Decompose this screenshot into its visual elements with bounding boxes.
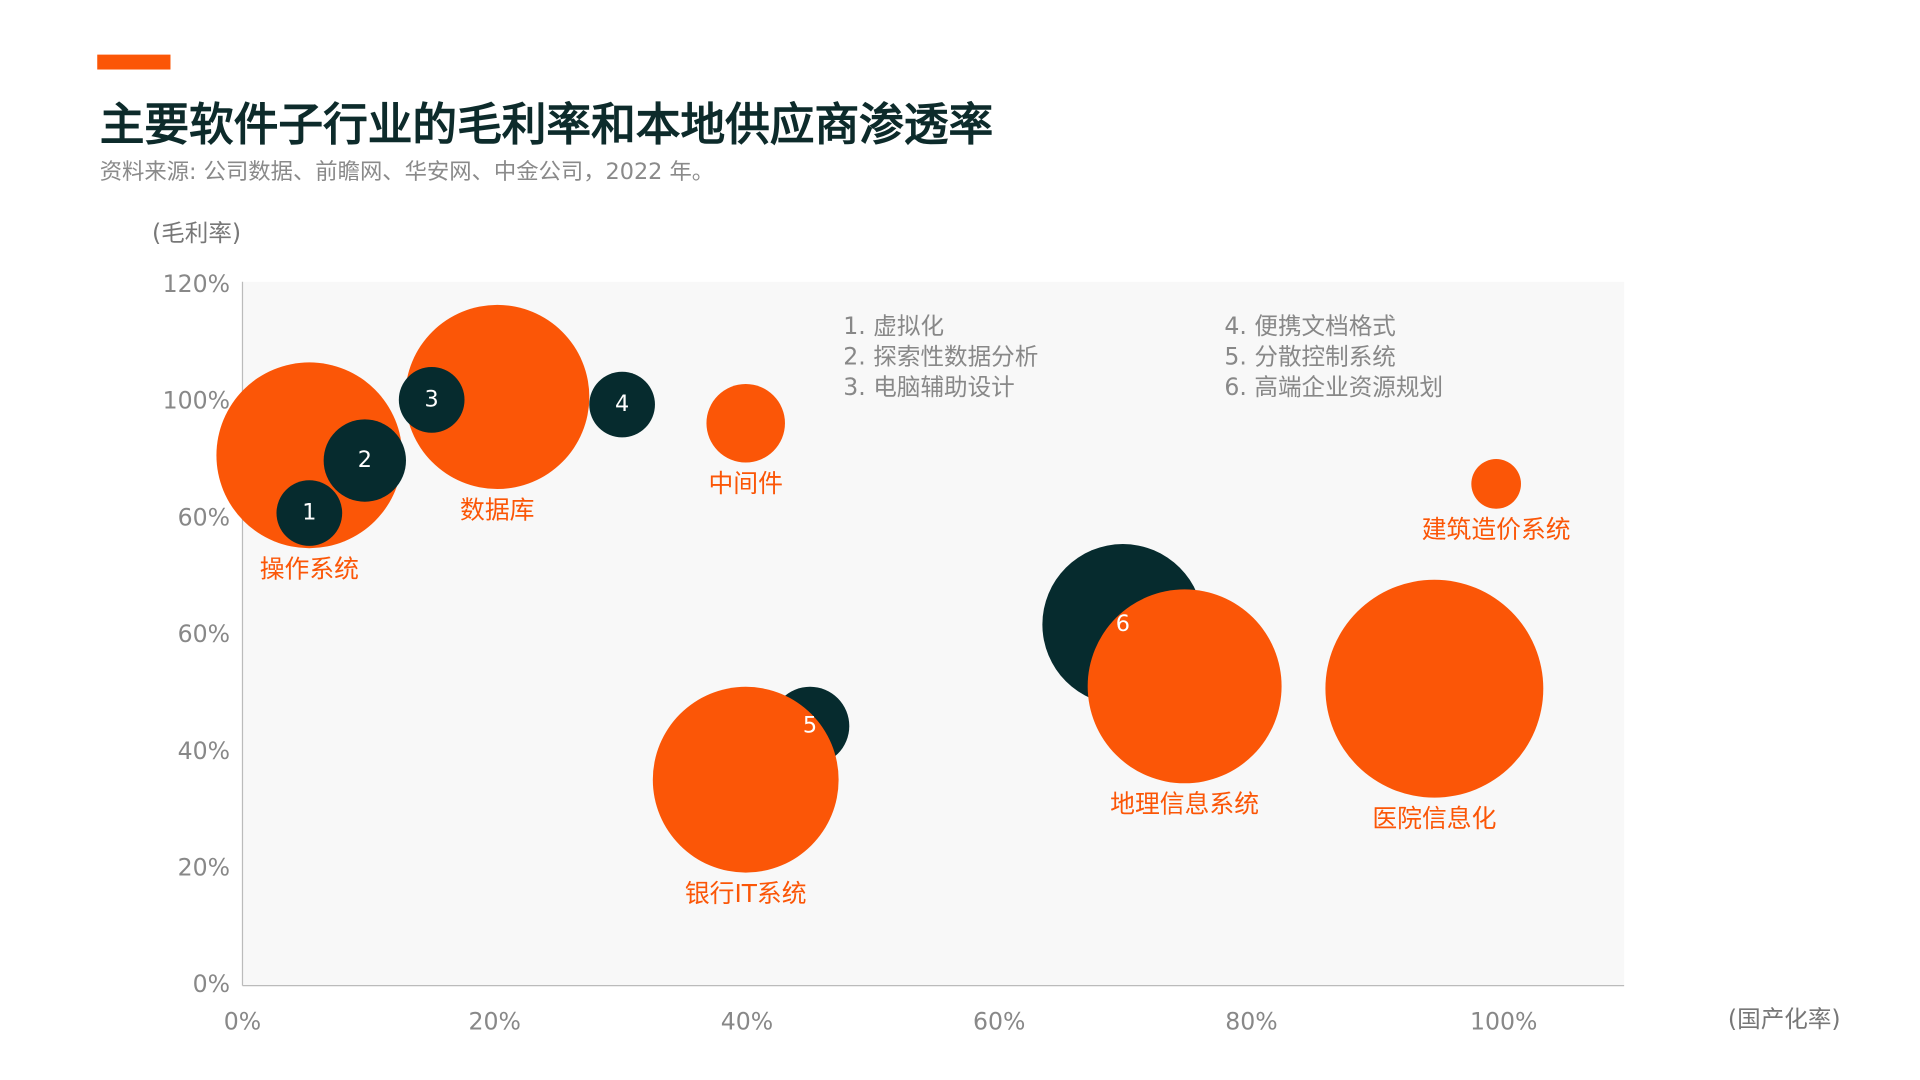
bubble xyxy=(216,362,403,549)
x-tick-label: 60% xyxy=(973,1007,1025,1035)
point-label: 1 xyxy=(302,500,316,526)
x-tick-label: 40% xyxy=(721,1007,773,1035)
note: 5. 分散控制系统 xyxy=(1224,343,1395,371)
point-label: 医院信息化 xyxy=(1372,804,1496,833)
point-label: 4 xyxy=(615,391,629,417)
point-label: 5 xyxy=(803,713,817,739)
bubble xyxy=(652,686,839,873)
y-tick-label: 20% xyxy=(178,853,230,881)
point-label: 2 xyxy=(358,447,372,473)
y-tick-label: 0% xyxy=(193,970,230,998)
point-label: 中间件 xyxy=(708,469,782,498)
note: 6. 高端企业资源规划 xyxy=(1224,373,1443,401)
y-tick-label: 40% xyxy=(178,737,230,765)
note: 2. 探索性数据分析 xyxy=(843,343,1038,371)
x-tick-label: 0% xyxy=(224,1007,261,1035)
point-label: 3 xyxy=(425,386,439,412)
bubble xyxy=(589,371,655,438)
bubble xyxy=(1087,589,1282,784)
point-label: 数据库 xyxy=(460,495,534,524)
x-tick-label: 20% xyxy=(469,1007,521,1035)
y-axis-label: (毛利率) xyxy=(152,219,241,247)
bubble xyxy=(1325,579,1544,798)
x-tick-label: 100% xyxy=(1470,1007,1537,1035)
bubble xyxy=(398,367,465,433)
note: 3. 电脑辅助设计 xyxy=(843,373,1014,401)
note: 1. 虚拟化 xyxy=(843,312,944,340)
chart-title: 主要软件子行业的毛利率和本地供应商渗透率 xyxy=(100,99,993,151)
x-tick-label: 80% xyxy=(1225,1007,1277,1035)
y-tick-label: 120% xyxy=(163,270,230,298)
bubble xyxy=(405,304,590,490)
chart-subtitle: 资料来源: 公司数据、前瞻网、华安网、中金公司，2022 年。 xyxy=(100,159,714,185)
y-tick-label: 60% xyxy=(178,620,230,648)
accent-bar xyxy=(97,54,171,70)
bubble xyxy=(706,383,785,463)
point-label: 银行IT系统 xyxy=(685,879,807,908)
bubble xyxy=(323,419,406,502)
x-axis-label: (国产化率) xyxy=(1728,1005,1841,1033)
y-tick-label: 60% xyxy=(178,503,230,531)
point-label: 6 xyxy=(1116,611,1130,637)
point-label: 操作系统 xyxy=(260,555,359,584)
bubble xyxy=(276,480,343,546)
bubble xyxy=(1471,459,1521,509)
note: 4. 便携文档格式 xyxy=(1224,312,1395,340)
y-tick-label: 100% xyxy=(163,387,230,415)
point-label: 地理信息系统 xyxy=(1110,790,1259,819)
point-label: 建筑造价系统 xyxy=(1422,515,1571,544)
